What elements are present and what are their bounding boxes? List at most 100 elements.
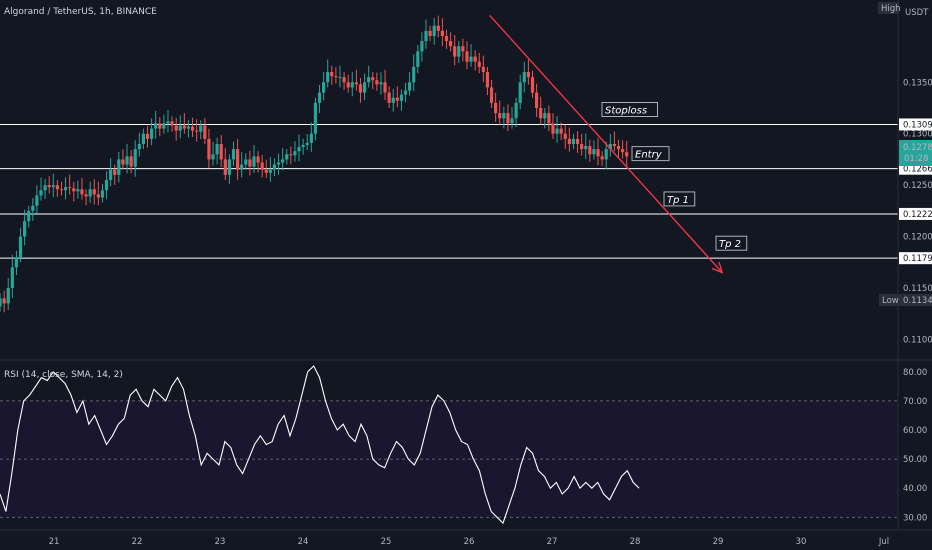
candle — [121, 149, 125, 170]
candle — [526, 59, 531, 85]
candle — [465, 41, 469, 70]
trend-arrow-line[interactable] — [489, 14, 723, 274]
level-price-label: 0.1179 — [903, 254, 932, 264]
level-annotation-box[interactable] — [601, 102, 658, 117]
candle — [240, 152, 244, 178]
candle — [379, 72, 383, 95]
candle — [109, 158, 113, 187]
candle — [154, 110, 158, 139]
level-price-tag — [899, 252, 932, 265]
candle — [35, 185, 39, 214]
candle — [547, 105, 551, 132]
candle — [231, 141, 236, 166]
candle — [530, 70, 535, 98]
candle — [117, 151, 121, 183]
rsi-pane[interactable]: RSI (14, close, SMA, 14, 2) — [0, 365, 898, 525]
x-tick-label: 26 — [464, 537, 475, 547]
time-axis[interactable]: 21 22 23 24 25 26 27 28 29 30 Jul — [0, 529, 932, 547]
level-price-tag — [899, 207, 932, 220]
rsi-tick-label: 60.00 — [903, 426, 927, 436]
candle — [473, 50, 477, 71]
candle — [412, 54, 416, 92]
candle — [436, 15, 440, 38]
candle — [162, 114, 166, 134]
candle — [313, 97, 318, 141]
candle — [539, 96, 543, 125]
candle — [285, 149, 289, 165]
level-annotation-box[interactable] — [631, 146, 670, 162]
price-pane[interactable]: Stoploss Entry Tp 1 Tp 2 — [0, 14, 898, 313]
rsi-tick-label: 80.00 — [903, 368, 927, 378]
candle — [575, 131, 580, 153]
candle — [190, 117, 195, 138]
candle — [244, 153, 248, 170]
candle — [420, 32, 424, 62]
candle — [494, 92, 498, 122]
candle — [514, 97, 518, 128]
candle — [72, 181, 76, 202]
candle — [338, 65, 342, 88]
low-value-tag — [899, 294, 932, 306]
candle — [584, 133, 588, 160]
candle — [84, 189, 88, 206]
candle — [444, 29, 449, 49]
x-tick-label: 21 — [49, 537, 60, 547]
candle — [63, 177, 68, 200]
candle — [383, 69, 387, 101]
candle — [457, 41, 461, 63]
candle — [481, 55, 485, 83]
y-tick-label: 0.1300 — [903, 130, 932, 140]
level-annotation-box[interactable] — [663, 191, 696, 207]
candle — [170, 116, 174, 132]
candle — [27, 205, 31, 228]
rsi-band — [0, 400, 898, 518]
candle — [276, 153, 281, 175]
x-tick-label: Jul — [878, 537, 889, 547]
candle — [367, 65, 371, 88]
price-axis[interactable]: USDT High 0.1350 0.1300 0.1250 0.1200 0.1150… — [878, 0, 932, 530]
candle — [211, 141, 215, 166]
candle — [178, 115, 182, 139]
candle — [346, 74, 350, 93]
candle — [149, 118, 154, 146]
candle — [297, 134, 301, 162]
candle — [207, 128, 211, 169]
candle — [448, 32, 453, 52]
candle — [326, 59, 330, 88]
candle — [166, 110, 170, 133]
candle — [567, 127, 571, 152]
candle — [268, 157, 272, 182]
candle — [502, 106, 506, 129]
candle — [301, 138, 305, 155]
level-price-tag — [899, 118, 932, 131]
candle — [534, 83, 539, 117]
candle — [10, 254, 14, 299]
candle — [68, 174, 72, 195]
candle — [199, 120, 203, 140]
candle — [305, 134, 309, 151]
high-badge — [878, 2, 899, 14]
low-label: Low — [882, 296, 899, 306]
low-badge — [879, 294, 899, 306]
candle — [604, 141, 608, 170]
candle — [248, 150, 252, 176]
x-tick-label: 25 — [381, 537, 392, 547]
candle — [358, 77, 363, 103]
level-price-label: 0.1266 — [903, 165, 932, 175]
candle — [588, 139, 592, 162]
candle — [39, 177, 43, 201]
candle — [440, 18, 444, 47]
candle — [309, 122, 313, 152]
rsi-tick-label: 30.00 — [903, 513, 927, 523]
candle — [47, 176, 51, 194]
candle — [387, 86, 391, 108]
level-price-label: 0.1309 — [903, 120, 932, 130]
candle — [104, 171, 109, 200]
level-annotation: Tp 2 — [719, 239, 741, 250]
candle — [608, 133, 612, 157]
candle — [256, 151, 260, 173]
candle — [182, 112, 186, 134]
level-annotation-box[interactable] — [715, 235, 748, 251]
rsi-line — [0, 365, 640, 525]
